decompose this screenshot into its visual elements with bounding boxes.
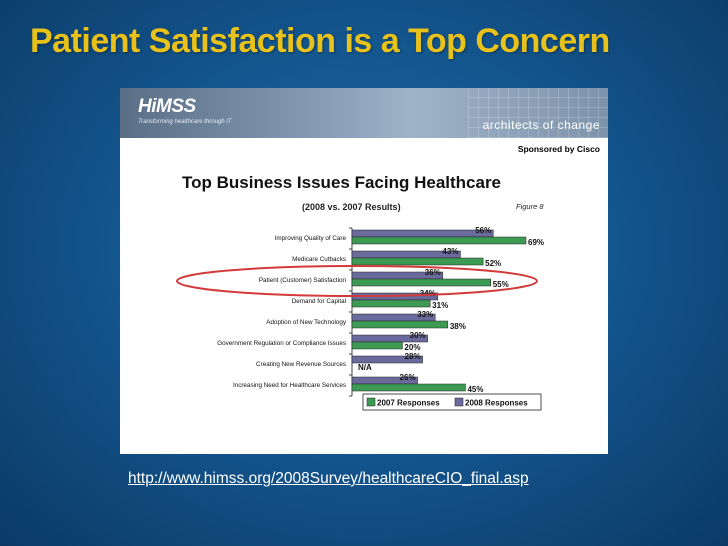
source-link[interactable]: http://www.himss.org/2008Survey/healthca…: [128, 470, 529, 487]
bar-2007: [351, 320, 449, 329]
category-label: Improving Quality of Care: [275, 235, 347, 242]
data-label-2007: N/A: [358, 363, 372, 372]
data-label-2008: 26%: [400, 373, 416, 382]
data-label-2007: 45%: [467, 385, 483, 394]
category-label: Demand for Capital: [292, 298, 346, 305]
category-label: Medicare Cutbacks: [292, 256, 346, 263]
category-label: Creating New Revenue Sources: [256, 361, 346, 368]
legend-label-2007: 2007 Responses: [377, 399, 440, 408]
bar-2007: [351, 278, 491, 287]
data-label-2008: 28%: [405, 352, 421, 361]
bar-2007: [351, 383, 466, 392]
data-label-2007: 20%: [404, 343, 420, 352]
chart-subtitle: (2008 vs. 2007 Results): [302, 202, 401, 212]
banner-graphic: [468, 88, 608, 138]
legend-swatch-2008: [454, 397, 464, 407]
category-label: Increasing Need for Healthcare Services: [233, 382, 346, 389]
chart-panel: HiMSS Transforming healthcare through IT…: [120, 88, 608, 454]
category-label: Patient (Customer) Satisfaction: [259, 277, 347, 284]
legend-swatch-2007: [366, 397, 376, 407]
bar-2008: [351, 229, 494, 238]
data-label-2008: 30%: [410, 331, 426, 340]
data-label-2008: 43%: [442, 247, 458, 256]
slide-title: Patient Satisfaction is a Top Concern: [30, 22, 610, 60]
data-label-2007: 38%: [450, 322, 466, 331]
himss-logo: HiMSS: [138, 96, 196, 117]
data-label-2008: 33%: [417, 310, 433, 319]
category-label: Adoption of New Technology: [266, 319, 347, 326]
bar-chart: Improving Quality of Care 56% 69% Medicare …: [176, 226, 544, 411]
legend-box: [362, 393, 542, 411]
chart-title: Top Business Issues Facing Healthcare: [182, 173, 502, 192]
bar-2007: [351, 257, 484, 266]
bar-2008: [351, 355, 423, 364]
data-label-2007: 69%: [528, 238, 544, 247]
sponsor-label: Sponsored by Cisco: [517, 144, 600, 154]
highlight-ellipse: [176, 265, 538, 297]
data-label-2008: 56%: [475, 226, 491, 235]
data-label-2008: 34%: [420, 289, 436, 298]
himss-banner: HiMSS Transforming healthcare through IT…: [120, 88, 608, 138]
data-label-2007: 31%: [432, 301, 448, 310]
logo-tagline: Transforming healthcare through IT: [138, 119, 232, 125]
legend-label-2008: 2008 Responses: [465, 399, 528, 408]
bar-2007: [351, 299, 431, 308]
bar-2007: [351, 236, 527, 245]
banner-slogan: architects of change: [482, 118, 600, 132]
data-label-2007: 55%: [493, 280, 509, 289]
data-label-2008: 36%: [425, 268, 441, 277]
bar-2007: [351, 341, 403, 350]
figure-label: Figure 8: [516, 202, 544, 211]
data-label-2007: 52%: [485, 259, 501, 268]
category-label: Government Regulation or Compliance Issu…: [217, 340, 346, 347]
